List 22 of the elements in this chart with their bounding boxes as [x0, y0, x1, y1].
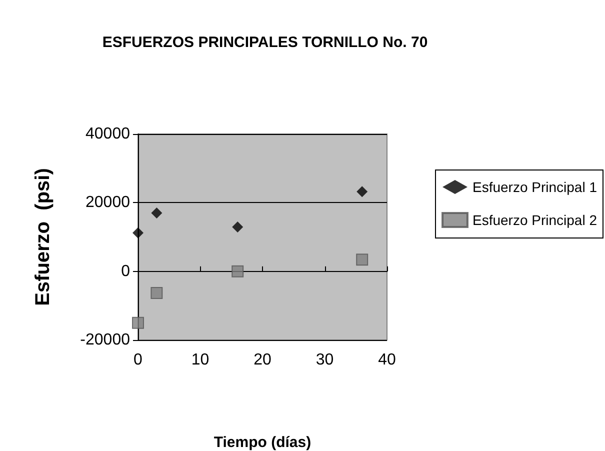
point: [150, 286, 163, 299]
y-tick-label: 0: [121, 262, 130, 280]
y-tick-label: -20000: [80, 332, 130, 348]
x-tick-label: 0: [134, 352, 143, 368]
point: [356, 186, 368, 198]
x-tick-label: 10: [191, 352, 210, 368]
point: [132, 227, 144, 238]
x-tick-label: 40: [378, 352, 396, 368]
point: [356, 254, 368, 266]
y-axis-title: Esfuerzo (psi): [32, 168, 54, 306]
x-tick-label: 30: [316, 352, 334, 368]
point: [132, 316, 144, 329]
x-tick-label: 20: [254, 352, 272, 368]
y-tick-label: 20000: [86, 194, 130, 212]
point: [151, 207, 162, 218]
point: [232, 265, 244, 278]
y-tick-label: 40000: [86, 126, 130, 142]
point: [232, 222, 244, 233]
legend-label: Esfuerzo Principal 2: [472, 212, 598, 228]
chart-title: ESFUERZOS PRINCIPALES TORNILLO No. 70: [102, 34, 428, 51]
legend-label: Esfuerzo Principal 1: [472, 179, 598, 195]
x-axis-title: Tiempo (días): [214, 434, 312, 451]
